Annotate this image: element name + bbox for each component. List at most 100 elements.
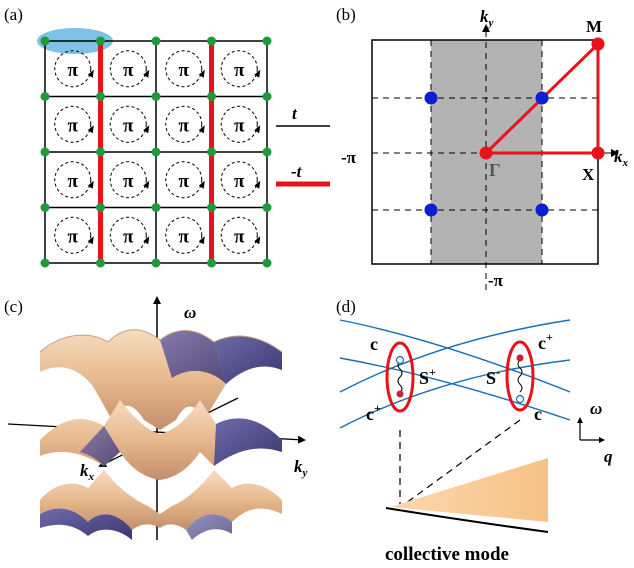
m-point — [591, 37, 605, 51]
lattice-site — [96, 258, 105, 268]
lattice-site — [151, 36, 161, 46]
pi-flux-label: π — [179, 115, 190, 136]
middle-band-surface — [40, 400, 282, 480]
flux-arrow-icon — [143, 236, 150, 245]
lattice-site — [262, 92, 272, 101]
left-s-label: S+ — [419, 365, 436, 388]
dirac-point — [535, 203, 549, 217]
lattice-site — [207, 147, 216, 157]
panel-b-label: (b) — [336, 5, 356, 24]
flux-loop — [54, 50, 92, 88]
pi-flux-label: π — [123, 115, 134, 136]
lattice-site — [96, 36, 105, 46]
lattice-site — [96, 203, 105, 212]
right-pairing-loop — [505, 340, 535, 412]
flux-arrow-icon — [254, 125, 261, 134]
pi-flux-label: π — [68, 60, 79, 81]
lattice-site — [262, 36, 272, 46]
left-bottom-label: c+ — [366, 401, 381, 424]
kx-axis-label: kx — [80, 461, 95, 483]
minus-pi-bottom-label: -π — [488, 271, 504, 290]
lattice-site — [40, 258, 50, 268]
pi-flux-lattice: π π π π π π π π π π π π π π π π — [40, 36, 272, 268]
flux-loop — [165, 50, 203, 88]
flux-arrow-icon — [198, 125, 205, 134]
lattice-site — [96, 147, 105, 157]
pi-flux-label: π — [179, 60, 190, 81]
flux-arrow-icon — [87, 125, 94, 134]
flux-arrow-icon — [87, 180, 94, 189]
lattice-site — [207, 92, 216, 101]
flux-arrow-icon — [87, 236, 94, 245]
right-s-label: S- — [486, 365, 500, 388]
panel-c-label: (c) — [4, 297, 23, 316]
lattice-site — [262, 203, 272, 212]
x-point-label: X — [582, 165, 595, 184]
band-curve — [339, 319, 571, 393]
pi-flux-label: π — [234, 115, 245, 136]
flux-loop — [109, 161, 147, 199]
ky-axis-label: ky — [294, 457, 308, 479]
right-wavy-line — [517, 359, 523, 393]
minus-pi-left-label: -π — [341, 148, 357, 167]
pi-flux-label: π — [68, 171, 79, 192]
flux-arrow-icon — [254, 69, 261, 78]
gamma-point-label: Γ — [489, 160, 500, 180]
left-pairing-loop — [385, 341, 415, 413]
lattice-site — [40, 147, 50, 157]
flux-arrow-icon — [87, 69, 94, 78]
pi-flux-label: π — [179, 226, 190, 247]
upper-band-surface — [39, 329, 283, 430]
flux-arrow-icon — [198, 180, 205, 189]
left-top-label: c — [370, 334, 378, 354]
flux-arrow-icon — [198, 236, 205, 245]
flux-loop — [220, 216, 258, 254]
flux-loop — [54, 105, 92, 143]
pi-flux-label: π — [68, 226, 79, 247]
hole-circle — [395, 355, 405, 365]
dirac-point — [424, 203, 438, 217]
q-small-label: q — [604, 447, 613, 466]
lattice-site — [262, 147, 272, 157]
lower-band-surface — [40, 470, 282, 540]
flux-arrow-icon — [143, 69, 150, 78]
left-wavy-line — [397, 360, 403, 394]
panel-c: (c) ω ky kx — [4, 296, 308, 540]
legend-minus-t-label: -t — [291, 162, 303, 181]
lattice-site — [40, 203, 50, 212]
lattice-site — [40, 92, 50, 101]
lattice-site — [207, 36, 216, 46]
pi-flux-label: π — [123, 171, 134, 192]
dirac-point — [424, 91, 438, 105]
pi-flux-label: π — [123, 226, 134, 247]
flux-loop — [165, 216, 203, 254]
ky-axis-label: ky — [480, 7, 494, 29]
panel-d: (d) c c+ S+ c+ c S- ω q collective mode — [336, 297, 613, 565]
flux-loop — [165, 161, 203, 199]
flux-loop — [220, 161, 258, 199]
flux-loop — [109, 216, 147, 254]
panel-d-label: (d) — [336, 297, 356, 316]
flux-loop — [109, 105, 147, 143]
kx-axis-label: kx — [614, 147, 629, 169]
x-point — [591, 146, 605, 160]
pi-flux-label: π — [234, 226, 245, 247]
lattice-site — [151, 203, 161, 212]
pi-flux-label: π — [123, 60, 134, 81]
flux-arrow-icon — [143, 180, 150, 189]
pi-flux-label: π — [68, 115, 79, 136]
lattice-site — [262, 258, 272, 268]
lattice-site — [96, 92, 105, 101]
panel-b: (b) ky kx -π -π M X Γ — [336, 5, 629, 290]
panel-a: (a) π π π π π π π π π π π π π π π π t -t — [4, 5, 330, 268]
hole-circle — [515, 394, 525, 404]
flux-arrow-icon — [143, 125, 150, 134]
m-point-label: M — [586, 17, 602, 36]
particle-dot — [516, 354, 524, 362]
pi-flux-label: π — [179, 171, 190, 192]
flux-loop — [109, 50, 147, 88]
collective-mode-curve — [385, 507, 549, 533]
flux-arrow-icon — [254, 180, 261, 189]
lattice-site — [151, 147, 161, 157]
